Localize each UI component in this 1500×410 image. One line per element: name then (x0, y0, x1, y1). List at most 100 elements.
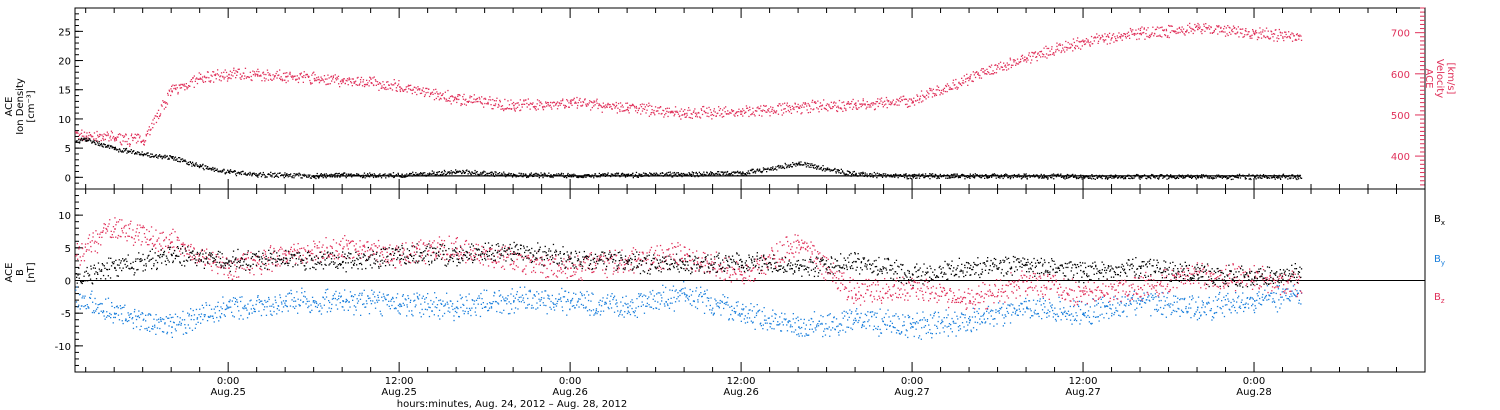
data-point (963, 82, 965, 84)
data-point (691, 171, 693, 173)
data-point (759, 107, 761, 110)
data-point (365, 300, 368, 302)
data-point (481, 103, 484, 105)
data-point (166, 331, 169, 333)
data-point (470, 173, 472, 176)
data-point (980, 77, 983, 79)
data-point (630, 173, 633, 176)
data-point (141, 153, 144, 156)
data-point (846, 103, 848, 105)
data-point (190, 163, 193, 165)
data-point (409, 301, 411, 303)
data-point (140, 153, 142, 155)
data-point (1226, 178, 1228, 180)
data-point (1026, 178, 1028, 180)
data-point (492, 174, 494, 176)
data-point (1172, 176, 1174, 178)
data-point (405, 86, 407, 88)
data-point (1298, 35, 1300, 38)
data-point (255, 174, 257, 177)
data-point (1103, 39, 1105, 41)
data-point (1262, 175, 1264, 178)
data-point (246, 309, 248, 311)
data-point (121, 307, 123, 309)
data-point (779, 103, 781, 105)
data-point (1111, 177, 1113, 179)
data-point (381, 315, 383, 317)
data-point (681, 292, 683, 295)
data-point (117, 149, 119, 151)
data-point (1057, 173, 1059, 175)
data-point (113, 139, 116, 141)
data-point (200, 165, 203, 168)
data-point (129, 316, 131, 318)
data-point (994, 64, 996, 66)
data-point (290, 173, 292, 175)
data-point (602, 310, 605, 312)
data-point (989, 73, 991, 75)
data-point (419, 173, 421, 175)
data-point (1248, 173, 1250, 175)
data-point (1166, 174, 1168, 176)
data-point (123, 136, 125, 138)
data-point (570, 99, 572, 101)
data-point (148, 129, 150, 131)
data-point (525, 173, 527, 175)
data-point (228, 171, 230, 174)
data-point (595, 308, 598, 310)
data-point (760, 171, 762, 173)
data-point (255, 173, 257, 175)
data-point (648, 115, 650, 117)
data-point (196, 317, 199, 319)
data-point (132, 322, 134, 324)
data-point (895, 174, 897, 176)
data-point (1253, 32, 1255, 34)
data-point (1139, 29, 1141, 31)
data-point (374, 79, 377, 81)
data-point (113, 147, 116, 149)
data-point (1066, 177, 1068, 179)
data-point (885, 103, 887, 105)
data-point (340, 296, 342, 298)
data-point (1203, 25, 1205, 27)
data-point (482, 171, 484, 173)
data-point (202, 318, 204, 321)
data-point (184, 159, 186, 161)
data-point (1238, 36, 1240, 38)
data-point (817, 100, 819, 102)
data-point (602, 297, 604, 299)
data-point (1154, 28, 1157, 31)
data-point (1040, 173, 1042, 176)
data-point (871, 173, 873, 175)
data-point (1078, 47, 1080, 49)
data-point (1300, 177, 1303, 179)
data-point (661, 300, 663, 302)
data-point (119, 133, 121, 135)
data-point (936, 177, 938, 180)
data-point (901, 99, 903, 101)
data-point (711, 118, 713, 120)
data-point (1284, 31, 1286, 33)
data-point (193, 319, 195, 321)
data-point (288, 73, 291, 75)
data-point (778, 103, 780, 105)
data-point (281, 174, 283, 176)
data-point (314, 80, 316, 82)
data-point (126, 140, 128, 143)
data-point (981, 174, 983, 176)
data-point (244, 67, 247, 69)
data-point (1094, 36, 1096, 38)
data-point (305, 174, 307, 176)
data-point (180, 324, 182, 326)
data-point (1076, 40, 1078, 42)
data-point (533, 106, 535, 108)
data-point (354, 82, 356, 84)
data-point (701, 109, 703, 111)
data-point (1096, 177, 1099, 179)
data-point (151, 156, 153, 158)
data-point (169, 155, 171, 157)
data-point (539, 304, 541, 306)
data-point (1108, 36, 1110, 38)
data-point (851, 173, 853, 175)
data-point (500, 108, 502, 110)
